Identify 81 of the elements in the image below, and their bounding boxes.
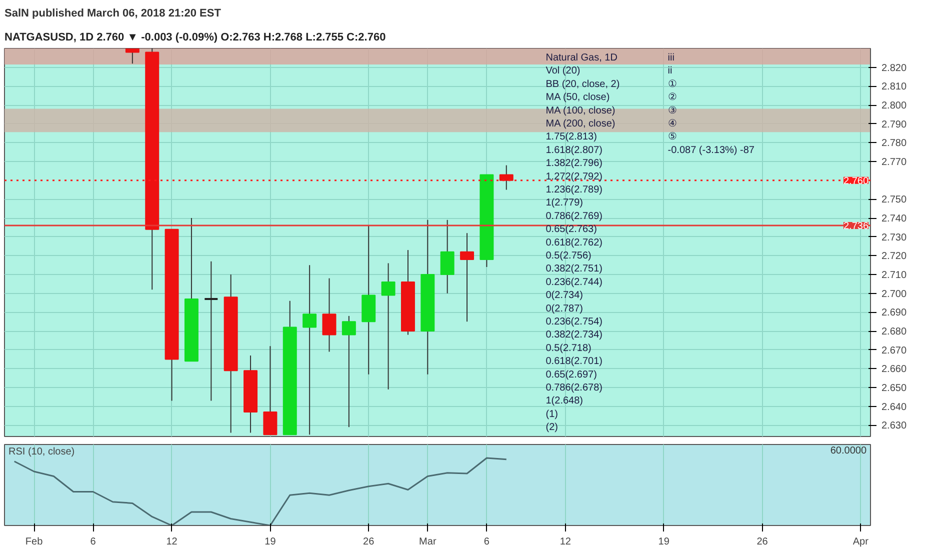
x-tick-label: 26 xyxy=(363,536,375,548)
candlestick xyxy=(381,262,396,390)
annotation: 0.5(2.756) xyxy=(546,250,592,262)
annotation: -0.087 (-3.13%) -87 xyxy=(668,144,755,156)
annotation: ii xyxy=(668,66,672,77)
y-tick-label: 2.820 xyxy=(882,62,907,74)
x-tick-label: Mar xyxy=(419,536,437,548)
candlestick xyxy=(440,219,454,294)
annotation: 1(2.779) xyxy=(546,198,583,209)
annotation: (2) xyxy=(546,422,558,434)
x-tick-label: 19 xyxy=(264,536,276,548)
annotation: 0.382(2.734) xyxy=(546,330,602,341)
y-tick-label: 2.670 xyxy=(882,345,907,356)
annotation: 0.236(2.744) xyxy=(546,276,602,288)
annotation: (1) xyxy=(546,408,558,420)
y-tick-label: 2.780 xyxy=(882,138,907,150)
y-tick-label: 2.750 xyxy=(882,194,907,206)
annotation: 0.618(2.701) xyxy=(546,356,602,368)
x-tick-label: 6 xyxy=(90,536,96,548)
annotation: Vol (20) xyxy=(546,66,580,77)
candlestick xyxy=(460,232,474,322)
x-tick-label: 26 xyxy=(756,536,768,548)
annotation: ④ xyxy=(668,118,677,130)
annotation: 1.272(2.792) xyxy=(546,171,602,182)
x-tick-label: Feb xyxy=(25,536,44,548)
chart-title: NATGASUSD, 1D 2.760 ▼ -0.003 (-0.09%) O:2.763 H:2.768 L:2.755 C:2.760 xyxy=(4,32,386,44)
candlestick xyxy=(204,260,219,402)
chart-title: RSI (10, close) xyxy=(8,446,75,458)
annotation: MA (200, close) xyxy=(546,118,616,130)
candlestick xyxy=(263,346,278,436)
x-tick-label: 12 xyxy=(166,536,178,548)
annotation: 1.618(2.807) xyxy=(546,144,602,156)
x-tick-label: 12 xyxy=(560,536,572,548)
annotation: 1.236(2.789) xyxy=(546,184,602,196)
chart-subtitle: SalN published March 06, 2018 21:20 EST xyxy=(4,8,222,20)
y-tick-label: 2.640 xyxy=(882,402,907,413)
annotation: MA (50, close) xyxy=(546,92,610,104)
annotation: 0.5(2.718) xyxy=(546,342,592,354)
annotation: 0(2.787) xyxy=(546,303,583,314)
y-tick-label: 2.700 xyxy=(882,288,907,300)
y-tick-label: 2.710 xyxy=(882,270,907,282)
candlestick xyxy=(302,264,317,436)
text: 60.0000 xyxy=(830,446,867,456)
y-tick-label: 2.810 xyxy=(882,82,907,93)
annotation: 1.382(2.796) xyxy=(546,158,602,170)
candlestick xyxy=(125,48,140,64)
annotation: ⑤ xyxy=(668,132,677,143)
y-tick-label: 2.740 xyxy=(882,214,907,225)
annotation: ② xyxy=(668,92,677,104)
candlestick xyxy=(342,315,356,428)
annotation: ③ xyxy=(668,105,677,116)
annotation: 0.382(2.751) xyxy=(546,264,602,275)
annotation: Natural Gas, 1D xyxy=(546,52,618,64)
annotation: 1.75(2.813) xyxy=(546,132,597,143)
y-tick-label: 2.660 xyxy=(882,364,907,376)
candlestick xyxy=(322,278,336,352)
y-tick-label: 2.690 xyxy=(882,308,907,319)
y-tick-label: 2.770 xyxy=(882,157,907,168)
y-tick-label: 2.730 xyxy=(882,232,907,244)
x-tick-label: 6 xyxy=(484,536,490,548)
y-tick-label: 2.790 xyxy=(882,119,907,130)
annotation: 1(2.648) xyxy=(546,396,583,407)
y-tick-label: 2.650 xyxy=(882,383,907,394)
annotation: 0.65(2.763) xyxy=(546,224,597,236)
candlestick xyxy=(499,164,514,190)
annotation: 0(2.734) xyxy=(546,290,583,302)
y-tick-label: 2.720 xyxy=(882,251,907,262)
annotation: ① xyxy=(668,78,677,90)
annotation: 0.786(2.769) xyxy=(546,210,602,222)
annotation: 0.618(2.762) xyxy=(546,237,602,248)
y-tick-label: 2.630 xyxy=(882,420,907,432)
annotation: iii xyxy=(668,52,674,64)
annotation: 0.236(2.754) xyxy=(546,316,602,328)
annotation: MA (100, close) xyxy=(546,105,616,116)
x-tick-label: Apr xyxy=(852,536,870,548)
annotation: 0.786(2.678) xyxy=(546,382,602,394)
annotation: BB (20, close, 2) xyxy=(546,78,620,90)
annotation: 0.65(2.697) xyxy=(546,369,597,380)
y-tick-label: 2.680 xyxy=(882,326,907,338)
x-tick-label: 19 xyxy=(658,536,670,548)
y-tick-label: 2.800 xyxy=(882,100,907,112)
